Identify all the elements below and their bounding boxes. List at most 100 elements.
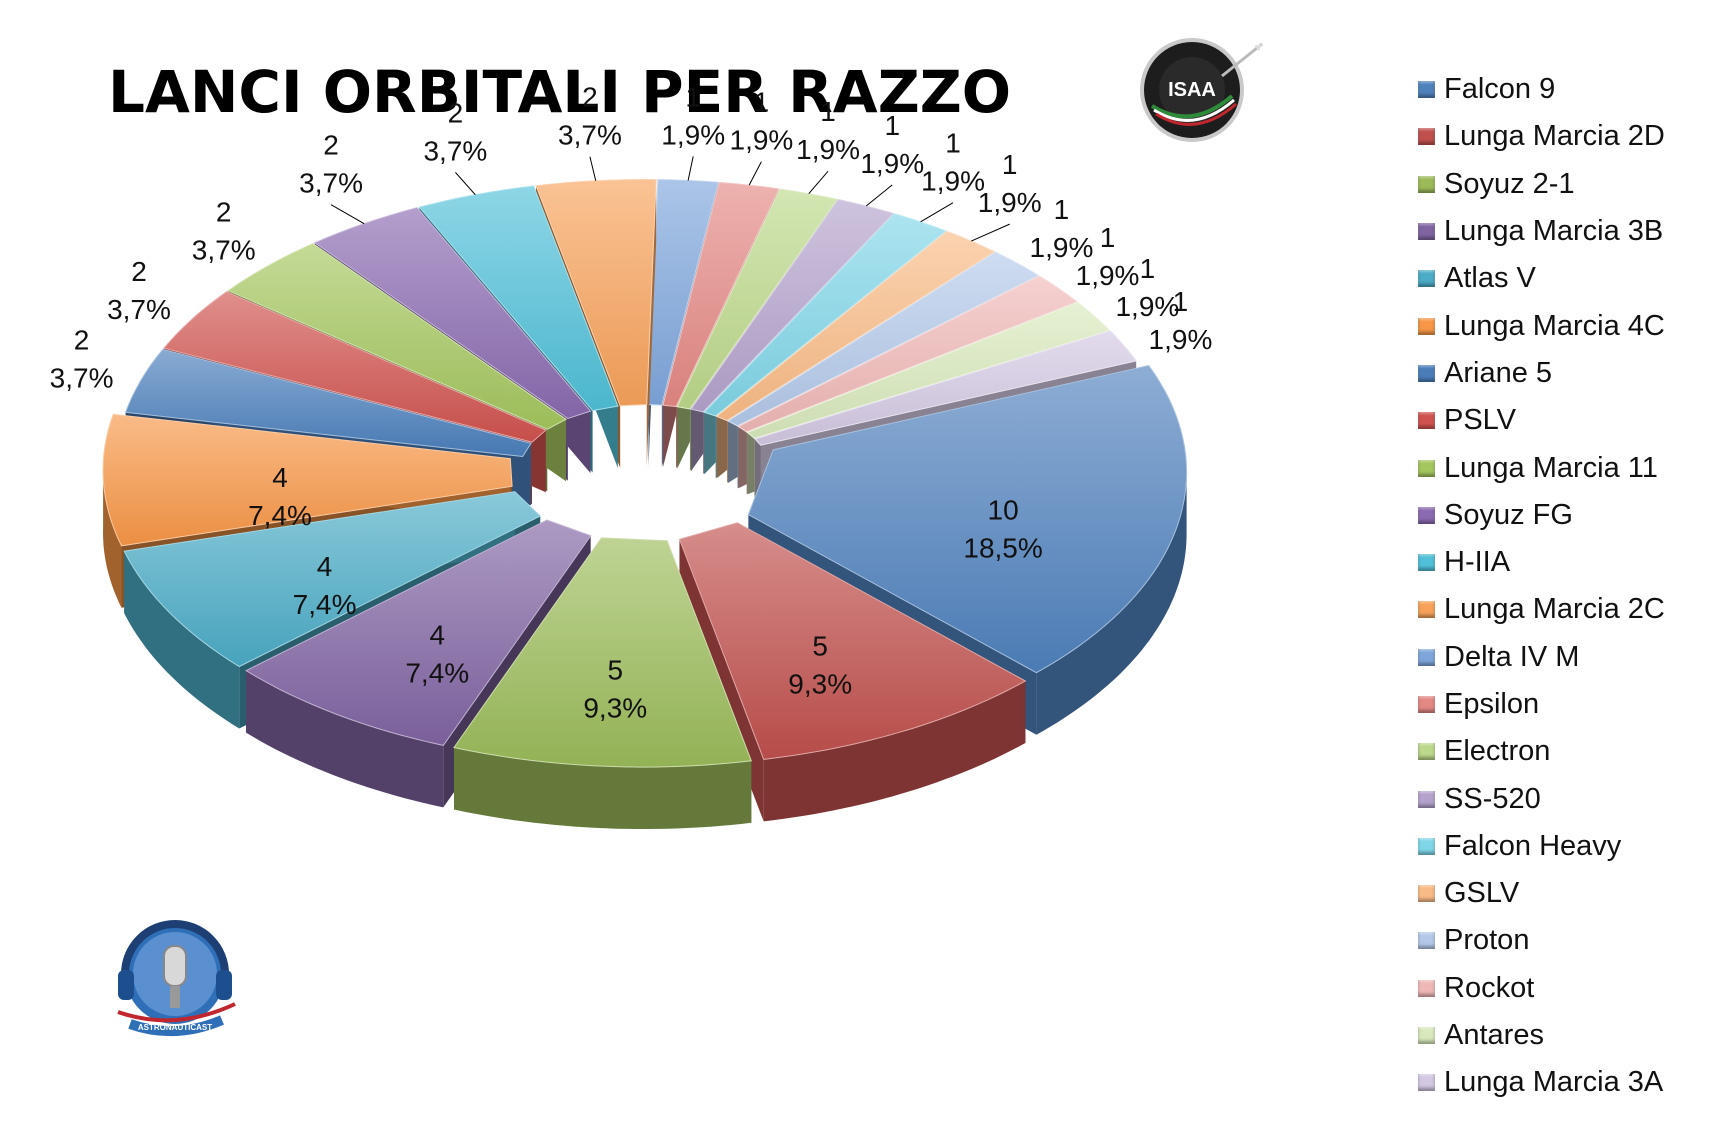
legend-item: Delta IV M: [1418, 634, 1708, 681]
legend-item: Proton: [1418, 917, 1708, 964]
legend-swatch: [1418, 979, 1435, 997]
legend-label: Lunga Marcia 3A: [1444, 1066, 1664, 1099]
pie-slice-top: [726, 251, 1040, 427]
data-label-percent: 3,7%: [107, 294, 171, 325]
legend-label: H-IIA: [1444, 546, 1511, 579]
legend-label: SS-520: [1444, 782, 1541, 815]
data-label-percent: 1,9%: [860, 148, 924, 179]
pie-slice-top: [313, 207, 592, 420]
legend-swatch: [1418, 364, 1435, 382]
leader-line: [589, 156, 597, 181]
legend-item: Falcon Heavy: [1418, 823, 1708, 870]
legend-item: Ariane 5: [1418, 350, 1708, 397]
data-label-value: 1: [945, 128, 961, 159]
leader-line: [455, 172, 476, 196]
legend-swatch: [1418, 554, 1435, 572]
pie-slice-top: [535, 178, 657, 407]
leader-line: [808, 170, 829, 195]
legend-swatch: [1418, 601, 1435, 619]
pie-slice-top: [703, 213, 948, 417]
data-label-percent: 1,9%: [1076, 260, 1140, 291]
data-label-percent: 1,9%: [1115, 291, 1179, 322]
legend-item: Soyuz FG: [1418, 492, 1708, 539]
pie-slice-top: [647, 179, 719, 406]
legend-swatch: [1418, 790, 1435, 808]
legend-swatch: [1418, 743, 1435, 761]
data-label-value: 2: [582, 82, 598, 113]
data-label-value: 1: [1140, 253, 1156, 284]
data-label-percent: 1,9%: [661, 119, 725, 150]
legend-item: Antares: [1418, 1012, 1708, 1059]
pie-slice-side: [763, 681, 1026, 822]
data-label-percent: 1,9%: [921, 166, 985, 197]
pie-slice-top: [753, 330, 1138, 446]
data-label-percent: 7,4%: [248, 500, 312, 531]
legend-label: Falcon Heavy: [1444, 829, 1622, 862]
pie-slice-top: [737, 275, 1079, 433]
pie-slice-top: [124, 348, 532, 458]
legend-swatch: [1418, 837, 1435, 855]
pie-slice-top: [162, 291, 547, 443]
pie-slice-side: [124, 551, 240, 729]
data-label-percent: 1,9%: [978, 187, 1042, 218]
pie-slice-top: [123, 491, 542, 668]
legend-label: Lunga Marcia 2D: [1444, 120, 1665, 153]
pie-slice-side: [454, 747, 752, 829]
astronauticast-logo: ASTRONAUTICAST: [117, 920, 236, 1037]
legend-item: GSLV: [1418, 870, 1708, 917]
leader-line: [865, 184, 893, 207]
legend-swatch: [1418, 223, 1435, 241]
legend-label: Electron: [1444, 735, 1551, 768]
pie-slice-top: [676, 188, 839, 410]
isaa-logo: ISAA: [1140, 38, 1263, 142]
legend-item: Epsilon: [1418, 681, 1708, 728]
pie-slice-top: [453, 537, 752, 768]
legend-label: Antares: [1444, 1019, 1544, 1052]
legend-item: Lunga Marcia 2C: [1418, 586, 1708, 633]
legend-item: Lunga Marcia 2D: [1418, 113, 1708, 160]
data-label-value: 1: [820, 96, 836, 127]
legend-item: Rockot: [1418, 965, 1708, 1012]
pie-leader-lines: [330, 156, 1010, 242]
data-label-value: 1: [1100, 222, 1116, 253]
legend-label: Lunga Marcia 2C: [1444, 593, 1665, 626]
legend-label: PSLV: [1444, 404, 1517, 437]
pie-slice-side: [1036, 471, 1187, 735]
legend-label: Atlas V: [1444, 262, 1536, 295]
legend-label: Lunga Marcia 11: [1444, 451, 1658, 484]
data-label-percent: 3,7%: [558, 120, 622, 151]
legend-item: Lunga Marcia 3A: [1418, 1059, 1708, 1106]
pie-slice-top: [747, 365, 1188, 674]
legend-item: PSLV: [1418, 397, 1708, 444]
chart-title: LANCI ORBITALI PER RAZZO: [108, 58, 1012, 126]
leader-line: [687, 156, 694, 181]
legend-label: GSLV: [1444, 877, 1520, 910]
data-label-percent: 1,9%: [1030, 232, 1094, 263]
legend-label: Delta IV M: [1444, 640, 1580, 673]
pie-slice-wall: [646, 179, 657, 467]
legend-swatch: [1418, 412, 1435, 430]
pie-slice-top: [662, 181, 780, 408]
legend-swatch: [1418, 459, 1435, 477]
pie-slice-top: [102, 413, 513, 547]
data-label-percent: 1,9%: [796, 134, 860, 165]
legend: Falcon 9 Lunga Marcia 2D Soyuz 2-1 Lunga Ma…: [1418, 66, 1708, 1107]
data-label-percent: 18,5%: [963, 532, 1042, 563]
data-label-value: 10: [988, 494, 1019, 525]
data-label-value: 2: [74, 325, 90, 356]
leader-line: [971, 223, 1010, 242]
legend-item: Lunga Marcia 11: [1418, 444, 1708, 491]
pie-data-labels: 1018,5%59,3%59,3%47,4%47,4%47,4%23,7%23,…: [50, 81, 1213, 723]
data-label-value: 1: [754, 87, 770, 118]
data-label-value: 1: [1173, 286, 1189, 317]
data-label-percent: 3,7%: [423, 135, 487, 166]
pie-slice-top: [227, 243, 567, 430]
legend-label: Ariane 5: [1444, 356, 1553, 389]
data-label-value: 5: [607, 655, 623, 686]
data-label-value: 4: [317, 551, 333, 582]
data-label-value: 1: [884, 110, 900, 141]
pie-slice-top: [746, 301, 1111, 439]
legend-item: Falcon 9: [1418, 66, 1708, 113]
data-label-value: 2: [448, 97, 464, 128]
data-label-percent: 1,9%: [1149, 324, 1213, 355]
